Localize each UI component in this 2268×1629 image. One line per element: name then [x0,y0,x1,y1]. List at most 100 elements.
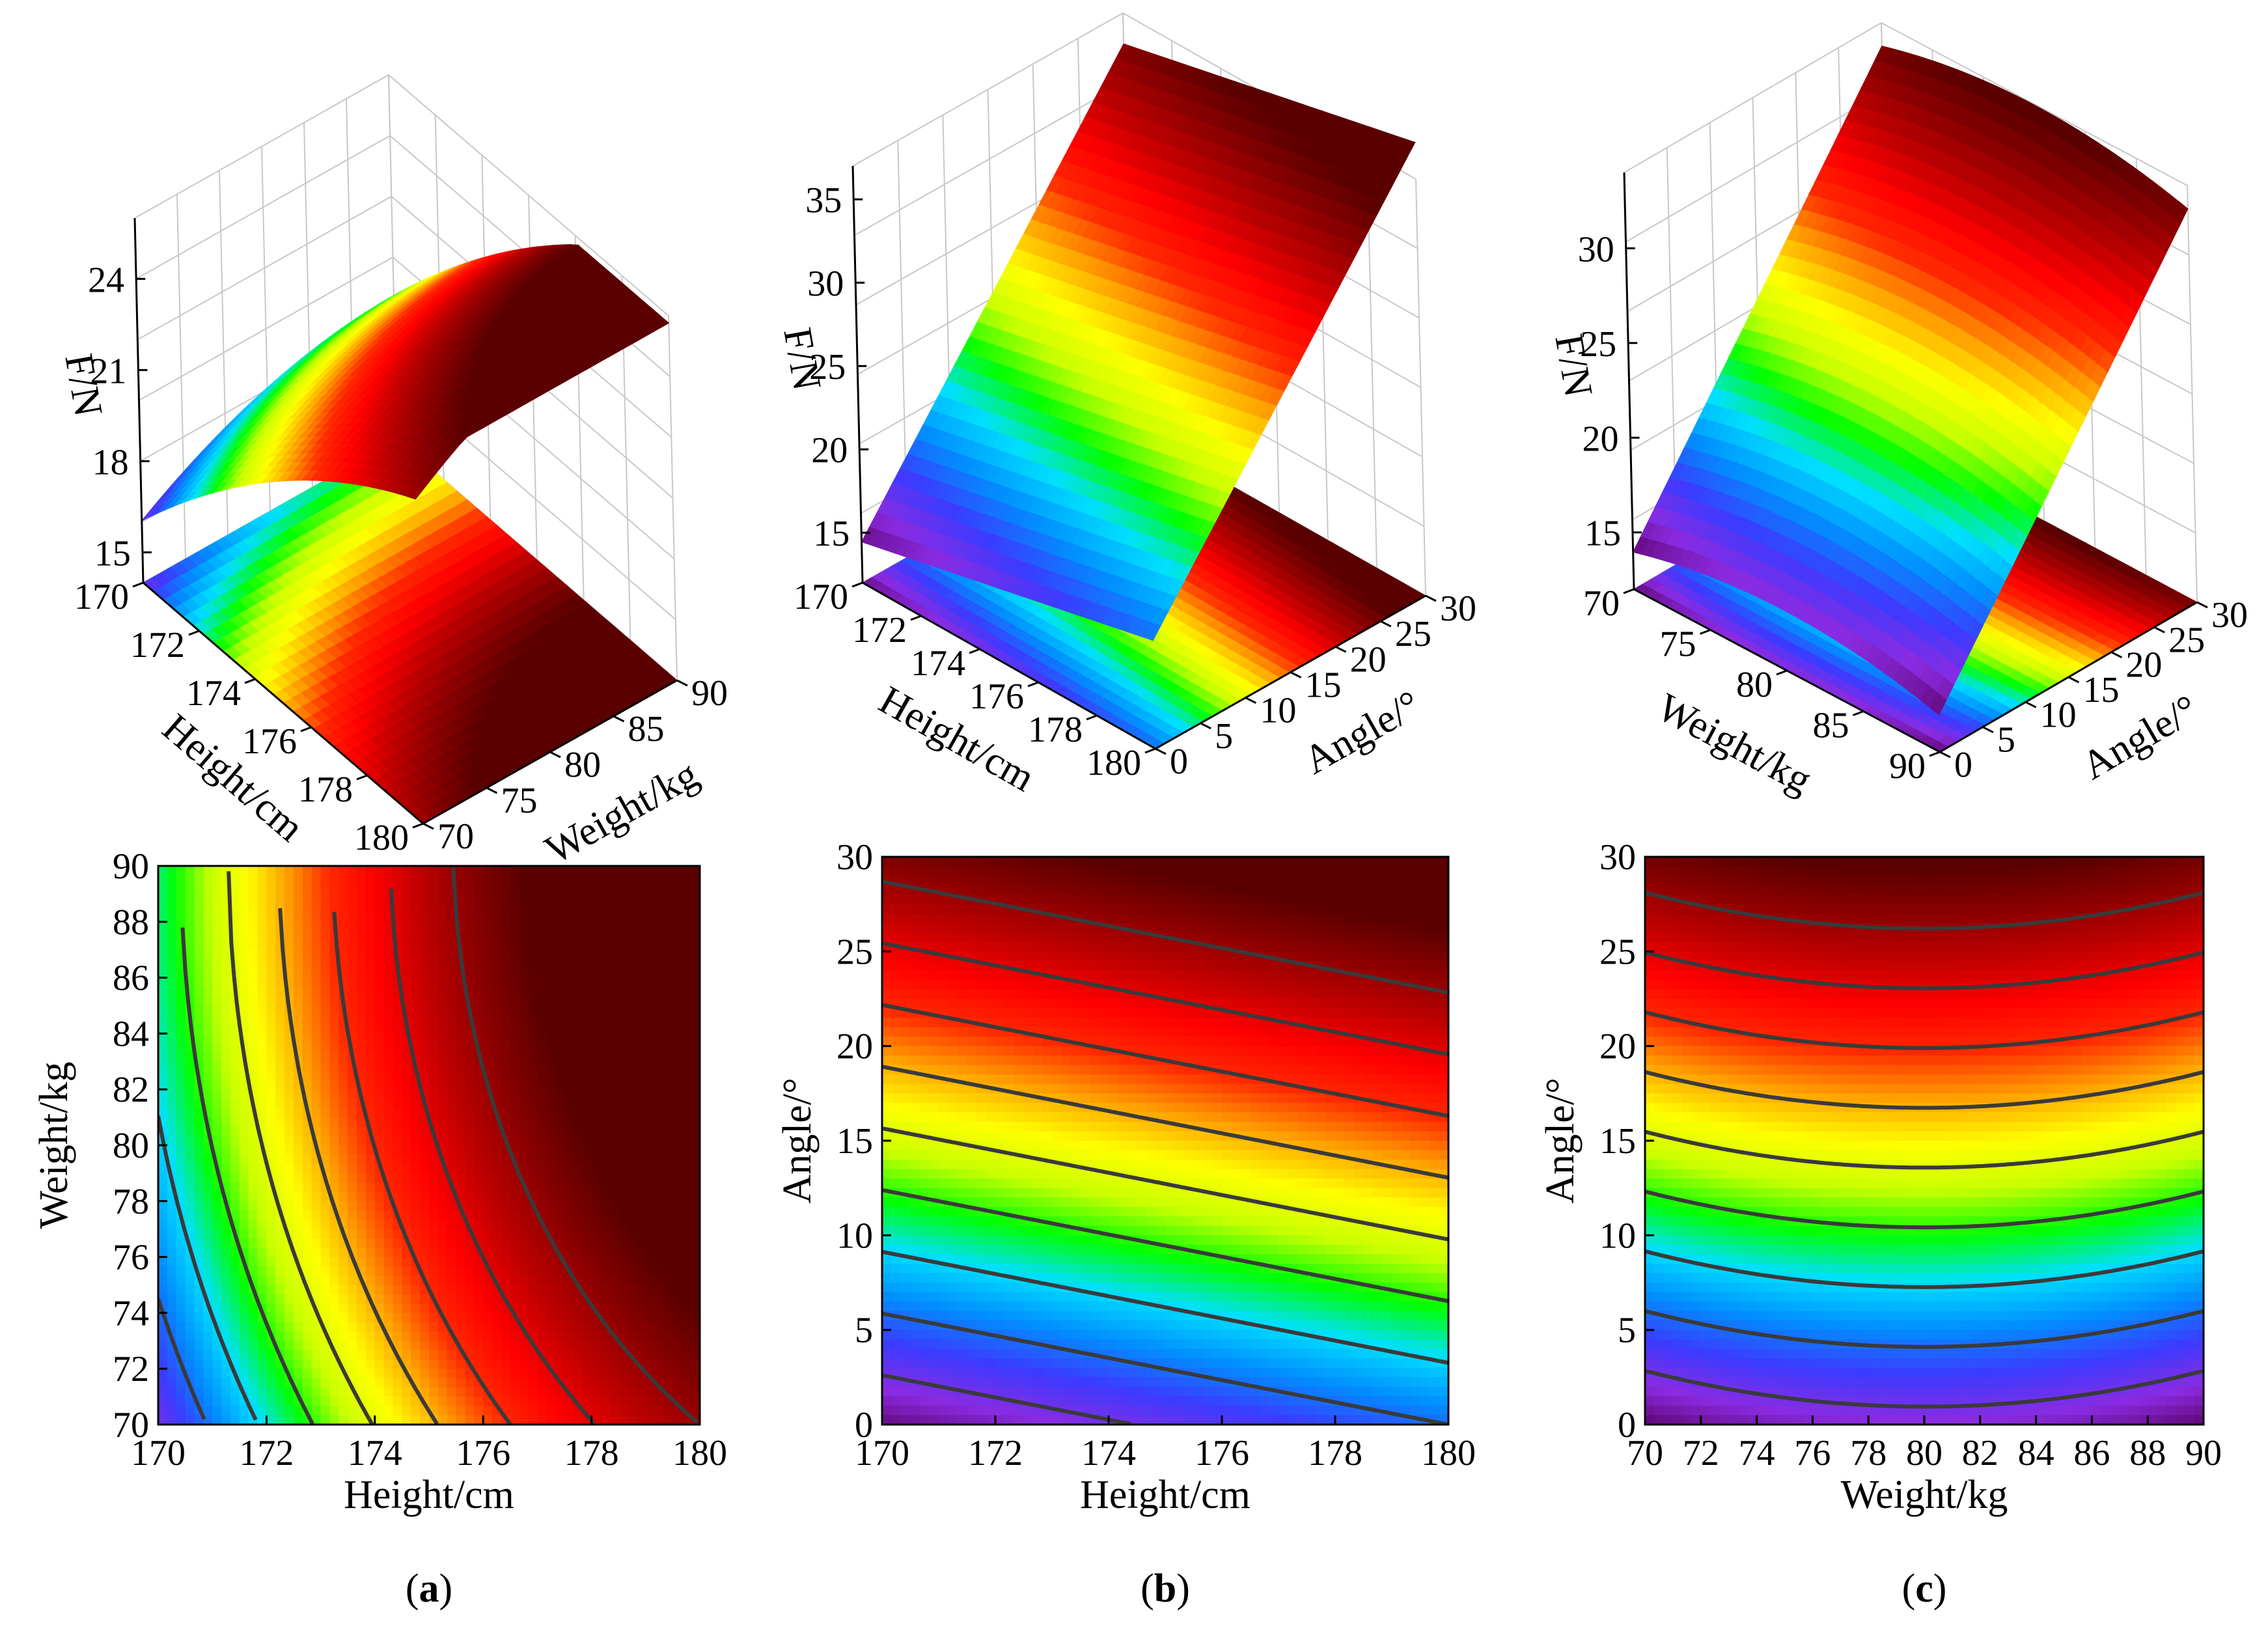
contour-cell [1014,1244,1025,1255]
contour-cell [420,912,430,923]
contour-cell [348,1201,357,1211]
contour-cell [1090,1037,1100,1047]
contour-cell [311,940,322,951]
contour-cell [882,1302,892,1312]
contour-cell [510,1182,520,1193]
contour-cell [591,1135,602,1146]
contour-cell [582,1089,592,1100]
contour-cell [320,1117,331,1128]
contour-cell [320,1089,331,1100]
contour-cell [672,977,683,988]
contour-cell [429,959,439,969]
contour-cell [537,1303,547,1314]
contour-cell [573,940,583,951]
contour-cell [302,949,312,960]
contour-cell [672,1163,683,1174]
contour-cell [167,1275,177,1286]
contour-cell [176,1285,186,1295]
contour-cell [492,1294,502,1304]
contour-cell [374,866,385,876]
contour-cell [311,893,322,904]
contour-cell [230,1024,240,1035]
contour-cell [239,875,249,885]
contour-cell [411,1294,421,1304]
contour-cell [618,884,628,895]
contour-cell [474,1322,484,1332]
contour-cell [167,1201,177,1211]
contour-cell [320,1266,331,1276]
contour-cell [976,970,987,981]
contour-cell [1033,1046,1044,1056]
contour-cell [311,1107,322,1118]
contour-cell [986,951,996,962]
contour-cell [456,1285,466,1295]
contour-cell [958,1358,968,1369]
contour-cell [1071,1330,1081,1340]
contour-cell [374,1107,385,1118]
contour-cell [682,1089,691,1100]
contour-cell [1052,1178,1062,1189]
contour-cell [891,1292,902,1302]
contour-cell [976,1339,987,1350]
contour-cell [1023,1121,1034,1132]
contour-cell [609,1191,619,1202]
contour-cell [1023,1302,1034,1312]
contour-cell [329,1126,340,1137]
contour-cell [348,1229,357,1239]
contour-cell [1023,1008,1034,1018]
contour-cell [939,1178,949,1189]
contour-cell [429,931,439,941]
contour-cell [339,866,348,876]
contour-cell [1061,1244,1072,1255]
contour-cell [609,1163,619,1174]
contour-cell [691,1350,700,1360]
contour-cell [1014,885,1025,895]
contour-cell [663,1005,674,1016]
contour-cell [1052,999,1062,1009]
contour-cell [311,1331,322,1342]
contour-cell [194,1369,204,1379]
contour-cell [591,977,602,988]
contour-cell [294,912,303,923]
contour-cell [429,1154,439,1165]
contour-cell [275,866,285,876]
contour-cell [465,1415,475,1425]
contour-cell [294,949,303,960]
contour-cell [555,1117,565,1128]
contour-cell [1004,1386,1015,1397]
contour-cell [221,1154,231,1165]
contour-cell [311,1005,322,1016]
contour-cell [194,1229,204,1239]
contour-cell [564,1341,574,1351]
contour-cell [185,1294,195,1304]
contour-cell [672,903,683,913]
contour-cell [456,1378,466,1388]
contour-cell [582,1163,592,1174]
contour-cell [329,1079,340,1090]
contour-cell [447,949,457,960]
contour-cell [176,1294,186,1304]
contour-cell [302,1061,312,1072]
contour-cell [1014,1055,1025,1066]
contour-cell [1023,960,1034,971]
contour-cell [995,1358,1006,1369]
contour-cell [920,1415,930,1425]
contour-cell [672,1210,683,1221]
contour-cell [447,1359,457,1369]
contour-cell [257,1387,268,1397]
contour-cell [348,1079,357,1090]
contour-cell [537,1406,547,1416]
contour-cell [320,1191,331,1202]
contour-cell [357,1201,366,1211]
contour-cell [474,1154,484,1165]
contour-cell [483,1098,493,1109]
contour-cell [311,1163,322,1174]
contour-cell [600,959,611,969]
contour-cell [948,1027,958,1037]
contour-cell [212,884,222,895]
contour-cell [483,1163,493,1174]
contour-cell [284,1406,294,1416]
contour-cell [901,1386,911,1397]
contour-cell [203,986,213,997]
contour-cell [663,1191,674,1202]
